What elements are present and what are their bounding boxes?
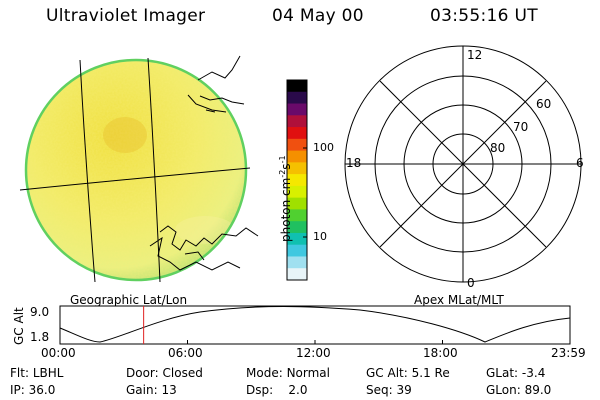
time-label: 03:55:16 UT — [430, 6, 538, 26]
earth-limb — [24, 58, 248, 282]
colorbar-swatch — [287, 162, 307, 175]
altitude-xticks — [59, 340, 571, 344]
mlt-label-12: 12 — [467, 48, 483, 62]
colorbar-swatch — [287, 80, 307, 93]
altitude-curve — [59, 306, 571, 343]
xtick-1800: 18:00 — [423, 346, 458, 360]
status-gain: Gain: 13 — [126, 383, 177, 397]
ip-label: IP: — [10, 383, 25, 397]
status-seq: Seq: 39 — [366, 383, 412, 397]
gcalt-value: 5.1 Re — [411, 366, 450, 380]
status-ip: IP: 36.0 — [10, 383, 55, 397]
seq-value: 39 — [396, 383, 412, 397]
colorbar-frame — [286, 79, 308, 281]
glat-label: GLat: — [486, 366, 519, 380]
date-label: 04 May 00 — [272, 6, 364, 26]
colorbar-swatch — [287, 138, 307, 152]
colorbar-swatch — [287, 256, 307, 269]
status-flt: Flt: LBHL — [10, 366, 63, 380]
glon-value: 89.0 — [524, 383, 552, 397]
glat-value: -3.4 — [521, 366, 546, 380]
colorbar-swatch — [287, 150, 307, 163]
colorbar-swatch — [287, 115, 307, 128]
colorbar-swatch — [287, 221, 307, 234]
colorbar-swatch — [287, 232, 307, 246]
instrument-title: Ultraviolet Imager — [46, 6, 206, 26]
colorbar-swatch — [287, 268, 307, 281]
mode-value: Normal — [286, 366, 330, 380]
xtick-0000: 00:00 — [41, 346, 76, 360]
status-mode: Mode: Normal — [246, 366, 330, 380]
status-glat: GLat: -3.4 — [486, 366, 545, 380]
altitude-ylabel: GC Alt — [12, 307, 26, 345]
gain-value: 13 — [161, 383, 177, 397]
altitude-ytick-9: 9.0 — [30, 305, 50, 319]
status-dsp: Dsp: 2.0 — [246, 383, 308, 397]
status-door: Door: Closed — [126, 366, 203, 380]
glon-label: GLon: — [486, 383, 521, 397]
mlt-label-0: 0 — [467, 276, 475, 290]
mlat-label-70: 70 — [513, 120, 529, 134]
colorbar-swatch — [287, 209, 307, 222]
altitude-ytick-1-8: 1.8 — [30, 330, 50, 344]
door-value: Closed — [162, 366, 203, 380]
colorbar-swatch — [287, 185, 307, 199]
colorbar-swatch — [287, 103, 307, 116]
colorbar-swatch — [287, 91, 307, 105]
flt-value: LBHL — [32, 366, 64, 380]
door-label: Door: — [126, 366, 159, 380]
mode-label: Mode: — [246, 366, 283, 380]
colorbar-swatch — [287, 174, 307, 187]
colorbar-tick-100: 100 — [313, 141, 334, 154]
status-gcalt: GC Alt: 5.1 Re — [366, 366, 450, 380]
colorbar-swatch — [287, 197, 307, 210]
mlt-label-6: 6 — [576, 156, 584, 170]
dsp-label: Dsp: — [246, 383, 274, 397]
gcalt-label: GC Alt: — [366, 366, 408, 380]
xtick-0600: 06:00 — [168, 346, 203, 360]
xtick-1200: 12:00 — [296, 346, 331, 360]
dsp-value: 2.0 — [288, 383, 308, 397]
seq-label: Seq: — [366, 383, 393, 397]
ip-value: 36.0 — [28, 383, 56, 397]
earth-map-caption: Geographic Lat/Lon — [70, 293, 188, 307]
polar-plot-caption: Apex MLat/MLT — [414, 293, 504, 307]
mlt-label-18: 18 — [346, 156, 362, 170]
xtick-2359: 23:59 — [551, 346, 586, 360]
colorbar-swatch — [287, 244, 307, 257]
coastline — [149, 55, 259, 271]
polar-diagonal-2 — [379, 80, 547, 248]
gain-label: Gain: — [126, 383, 158, 397]
colorbar-swatch — [287, 127, 307, 140]
mlat-label-60: 60 — [536, 97, 552, 111]
status-glon: GLon: 89.0 — [486, 383, 551, 397]
colorbar-tick-10: 10 — [313, 230, 327, 243]
mlat-label-80: 80 — [490, 141, 506, 155]
flt-label: Flt: — [10, 366, 29, 380]
